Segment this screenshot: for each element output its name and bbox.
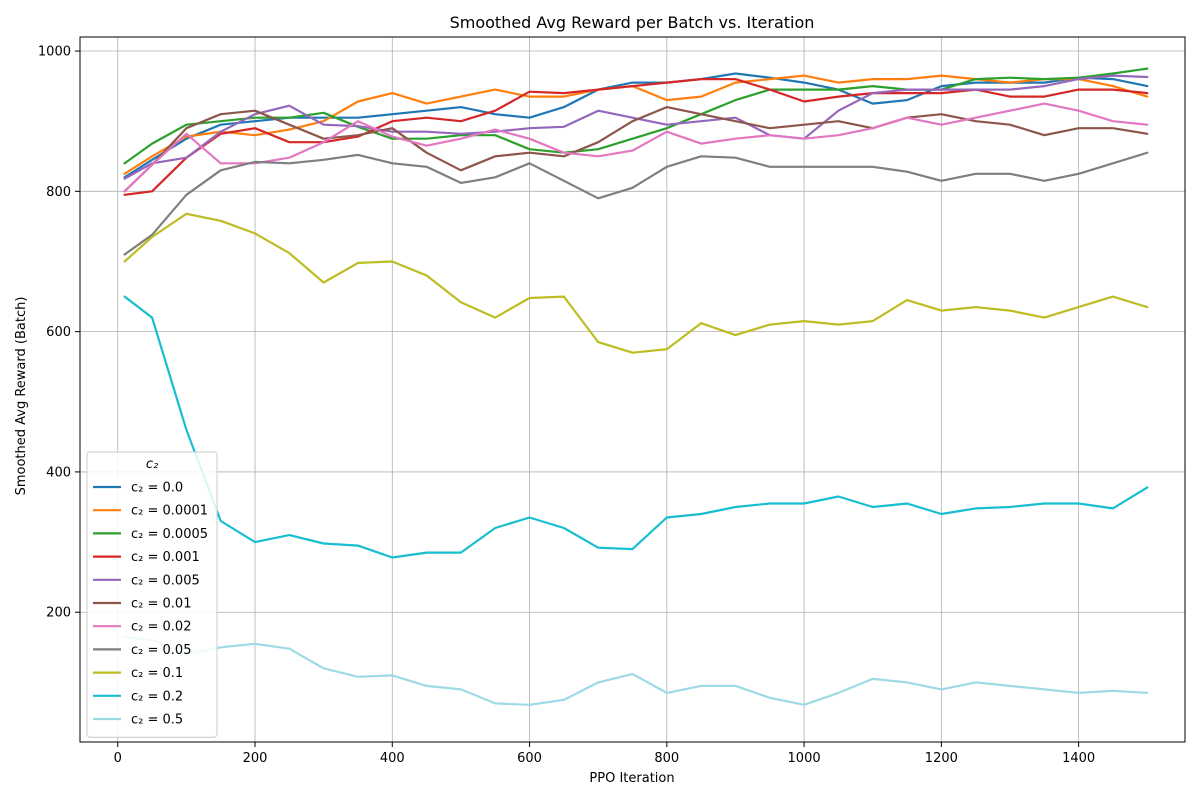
y-tick-label: 400 (46, 465, 71, 480)
legend: c₂ c₂ = 0.0 c₂ = 0.0001 c₂ = 0.0005 c₂ = 0.0… (86, 451, 218, 738)
legend-entry-label: c₂ = 0.2 (131, 689, 183, 704)
y-axis-ticks: 200 400 600 800 1000 (38, 45, 80, 621)
series-line-10 (123, 635, 1149, 706)
x-tick-label: 1400 (1062, 751, 1095, 766)
legend-entry-label: c₂ = 0.01 (131, 597, 191, 612)
x-axis-ticks: 0 200 400 600 800 1000 1200 1400 (114, 742, 1095, 766)
legend-entry-label: c₂ = 0.0005 (131, 527, 208, 542)
series-line-8 (123, 212, 1149, 354)
series-line-7 (123, 151, 1149, 256)
x-tick-label: 400 (380, 751, 405, 766)
chart-title: Smoothed Avg Reward per Batch vs. Iterat… (450, 13, 815, 32)
x-tick-label: 600 (517, 751, 542, 766)
gridlines (80, 37, 1185, 742)
y-tick-label: 800 (46, 185, 71, 200)
legend-entry-label: c₂ = 0.5 (131, 713, 183, 728)
legend-title: c₂ (146, 457, 158, 472)
series-layer (123, 67, 1149, 706)
series-line-9 (123, 295, 1149, 559)
x-tick-label: 0 (114, 751, 122, 766)
y-tick-label: 600 (46, 325, 71, 340)
y-axis-label: Smoothed Avg Reward (Batch) (14, 297, 29, 496)
x-tick-label: 200 (243, 751, 268, 766)
series-line-4 (123, 74, 1149, 180)
legend-entry-label: c₂ = 0.0001 (131, 504, 208, 519)
series-line-6 (123, 102, 1149, 193)
legend-entry-label: c₂ = 0.02 (131, 620, 191, 635)
series-line-5 (123, 105, 1149, 193)
x-tick-label: 1200 (925, 751, 958, 766)
legend-entry-label: c₂ = 0.1 (131, 666, 183, 681)
legend-box (86, 451, 218, 738)
plot-area-frame (79, 36, 1186, 743)
series-line-2 (123, 67, 1149, 165)
legend-entry-label: c₂ = 0.05 (131, 643, 191, 658)
y-tick-label: 1000 (38, 45, 71, 60)
legend-entry-label: c₂ = 0.0 (131, 481, 183, 496)
x-tick-label: 800 (654, 751, 679, 766)
y-tick-label: 200 (46, 606, 71, 621)
x-tick-label: 1000 (788, 751, 821, 766)
legend-entry-label: c₂ = 0.001 (131, 550, 200, 565)
x-axis-label: PPO Iteration (589, 771, 674, 786)
legend-entry-label: c₂ = 0.005 (131, 573, 200, 588)
